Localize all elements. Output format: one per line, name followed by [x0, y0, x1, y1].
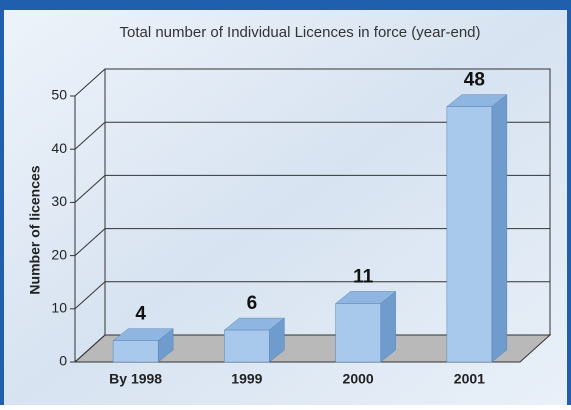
bar-side [492, 95, 507, 362]
y-tick-label: 10 [51, 300, 67, 316]
chart-title: Total number of Individual Licences in f… [119, 24, 480, 41]
y-axis-label: Number of licences [27, 165, 43, 294]
value-label: 11 [353, 266, 374, 287]
x-tick-label: 2001 [454, 371, 485, 387]
bar-side [381, 291, 396, 362]
x-tick-label: 1999 [231, 371, 262, 387]
value-label: 48 [464, 70, 485, 91]
bar [447, 107, 492, 362]
x-tick-label: By 1998 [109, 371, 162, 387]
y-tick-label: 0 [59, 353, 67, 369]
bar [113, 341, 158, 362]
bar [336, 303, 381, 362]
value-label: 6 [247, 293, 258, 314]
chart: Total number of Individual Licences in f… [0, 0, 571, 405]
x-tick-label: 2000 [343, 371, 374, 387]
y-tick-label: 50 [51, 87, 67, 103]
y-tick-label: 20 [51, 246, 67, 262]
value-label: 4 [135, 304, 146, 325]
bar [224, 330, 269, 362]
y-tick-label: 40 [51, 140, 67, 156]
y-tick-label: 30 [51, 193, 67, 209]
